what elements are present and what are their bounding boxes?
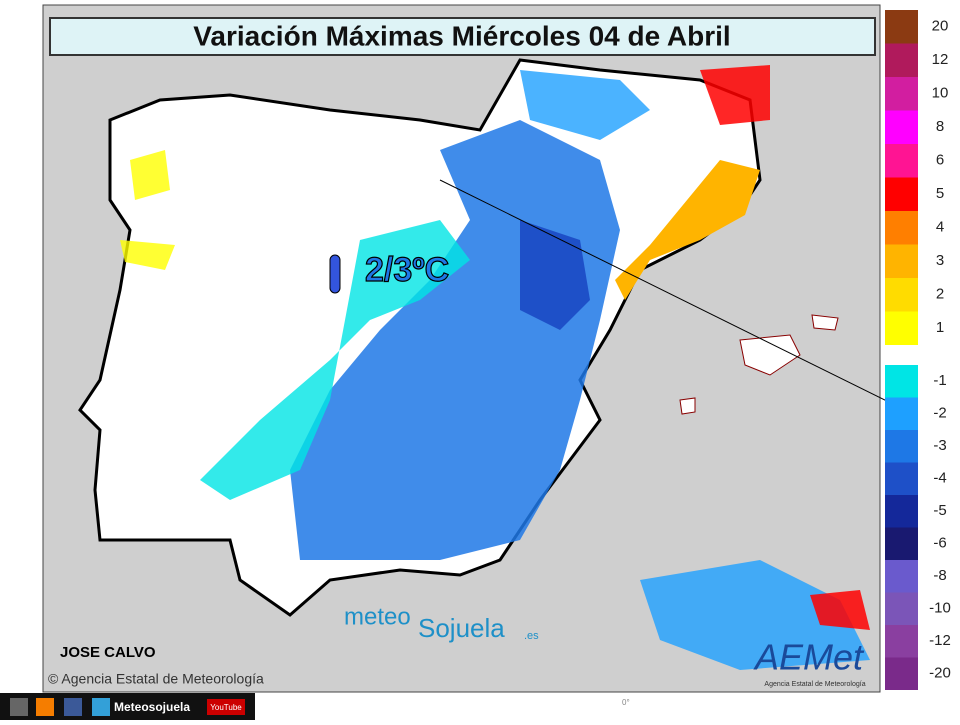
annotation: 2/3ºC — [365, 251, 449, 289]
legend-label: 1 — [936, 319, 944, 336]
youtube-badge — [207, 699, 245, 715]
legend-swatch — [885, 430, 918, 463]
legend-swatch — [885, 527, 918, 560]
legend-label: -6 — [933, 535, 946, 552]
thermometer-icon — [329, 254, 341, 294]
legend-swatch — [885, 311, 918, 345]
legend-swatch — [885, 560, 918, 593]
icon — [36, 698, 54, 716]
island — [739, 334, 801, 376]
legend-swatch — [885, 144, 918, 178]
pointer-line — [439, 179, 906, 411]
watermark-suffix: .es — [524, 630, 539, 642]
watermark-left: meteo — [344, 603, 411, 630]
legend-swatch — [885, 77, 918, 111]
meridian: 0° — [622, 698, 630, 707]
legend-swatch — [885, 177, 918, 211]
legend-label: 12 — [932, 51, 949, 68]
cool-area — [520, 70, 650, 140]
legend-swatch — [885, 462, 918, 495]
warm-area — [120, 150, 175, 270]
credit: © Agencia Estatal de Meteorología — [48, 671, 264, 687]
title-box — [49, 17, 876, 56]
author: JOSE CALVO — [60, 644, 156, 661]
legend-swatch — [885, 211, 918, 245]
legend-swatch — [885, 625, 918, 658]
title: Variación Máximas Miércoles 04 de Abril — [193, 20, 730, 51]
logo: AEMet — [753, 637, 865, 678]
legend-label: 8 — [936, 118, 944, 135]
legend-label: -10 — [929, 600, 951, 617]
legend-label: -5 — [933, 502, 946, 519]
legend-label: -20 — [929, 665, 951, 682]
legend-swatch — [885, 365, 918, 398]
icon — [64, 698, 82, 716]
legend-swatch — [885, 10, 918, 44]
legend-swatch — [885, 244, 918, 278]
legend-label: 2 — [936, 286, 944, 303]
legend-label: 3 — [936, 252, 944, 269]
warm-area — [700, 65, 770, 125]
cool-area — [640, 560, 870, 670]
cold-core — [520, 220, 590, 330]
watermark-right: Sojuela — [418, 613, 505, 643]
legend-swatch — [885, 592, 918, 625]
legend-label: 6 — [936, 152, 944, 169]
legend-label: -3 — [933, 437, 946, 454]
legend-label: 20 — [932, 18, 949, 35]
legend-swatch — [885, 110, 918, 144]
warm-area — [615, 160, 760, 300]
legend-label: 4 — [936, 219, 944, 236]
warm-area — [810, 590, 870, 630]
legend-swatch — [885, 278, 918, 312]
legend-label: -2 — [933, 405, 946, 422]
legend-label: 5 — [936, 185, 944, 202]
logo-subtitle: Agencia Estatal de Meteorología — [764, 681, 865, 688]
legend-label: -4 — [933, 470, 946, 487]
legend-swatch — [885, 657, 918, 690]
legend-label: -12 — [929, 632, 951, 649]
footer-handle: Meteosojuela — [114, 700, 190, 714]
legend-label: 10 — [932, 85, 949, 102]
legend-swatch — [885, 43, 918, 77]
icon — [10, 698, 28, 716]
legend-label: -8 — [933, 567, 946, 584]
youtube-label: YouTube — [210, 703, 242, 712]
legend-swatch — [885, 495, 918, 528]
island — [679, 314, 839, 415]
cool-area — [200, 220, 470, 500]
legend-swatch — [885, 397, 918, 430]
legend-label: -1 — [933, 372, 946, 389]
icon — [92, 698, 110, 716]
